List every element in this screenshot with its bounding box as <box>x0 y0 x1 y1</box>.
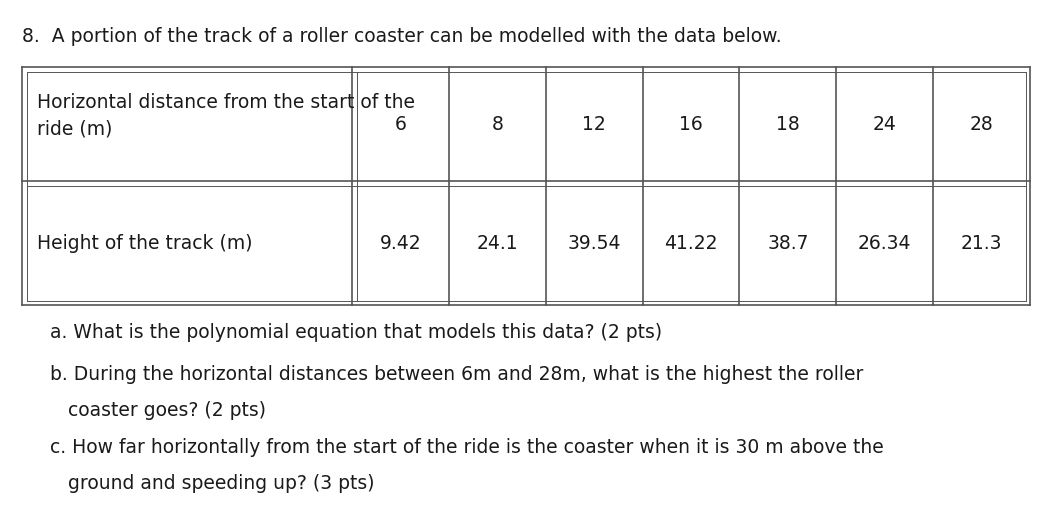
Text: 6: 6 <box>394 115 407 133</box>
Text: 24: 24 <box>872 115 897 133</box>
Text: 8: 8 <box>492 115 503 133</box>
Text: a. What is the polynomial equation that models this data? (2 pts): a. What is the polynomial equation that … <box>50 323 662 342</box>
Text: c. How far horizontally from the start of the ride is the coaster when it is 30 : c. How far horizontally from the start o… <box>50 438 884 457</box>
Text: 28: 28 <box>970 115 993 133</box>
Text: 24.1: 24.1 <box>476 234 518 253</box>
Text: 21.3: 21.3 <box>961 234 1003 253</box>
Text: 16: 16 <box>679 115 703 133</box>
Text: 26.34: 26.34 <box>858 234 911 253</box>
Text: ground and speeding up? (3 pts): ground and speeding up? (3 pts) <box>50 474 374 493</box>
Text: 38.7: 38.7 <box>767 234 808 253</box>
Text: 18: 18 <box>776 115 800 133</box>
Text: Horizontal distance from the start of the
ride (m): Horizontal distance from the start of th… <box>37 93 415 139</box>
Text: 8.  A portion of the track of a roller coaster can be modelled with the data bel: 8. A portion of the track of a roller co… <box>22 27 782 46</box>
Text: b. During the horizontal distances between 6m and 28m, what is the highest the r: b. During the horizontal distances betwe… <box>50 365 863 384</box>
Text: 9.42: 9.42 <box>379 234 421 253</box>
Text: Height of the track (m): Height of the track (m) <box>37 234 252 253</box>
Text: 41.22: 41.22 <box>664 234 718 253</box>
Text: 39.54: 39.54 <box>568 234 621 253</box>
Text: coaster goes? (2 pts): coaster goes? (2 pts) <box>50 401 266 420</box>
Text: 12: 12 <box>582 115 606 133</box>
